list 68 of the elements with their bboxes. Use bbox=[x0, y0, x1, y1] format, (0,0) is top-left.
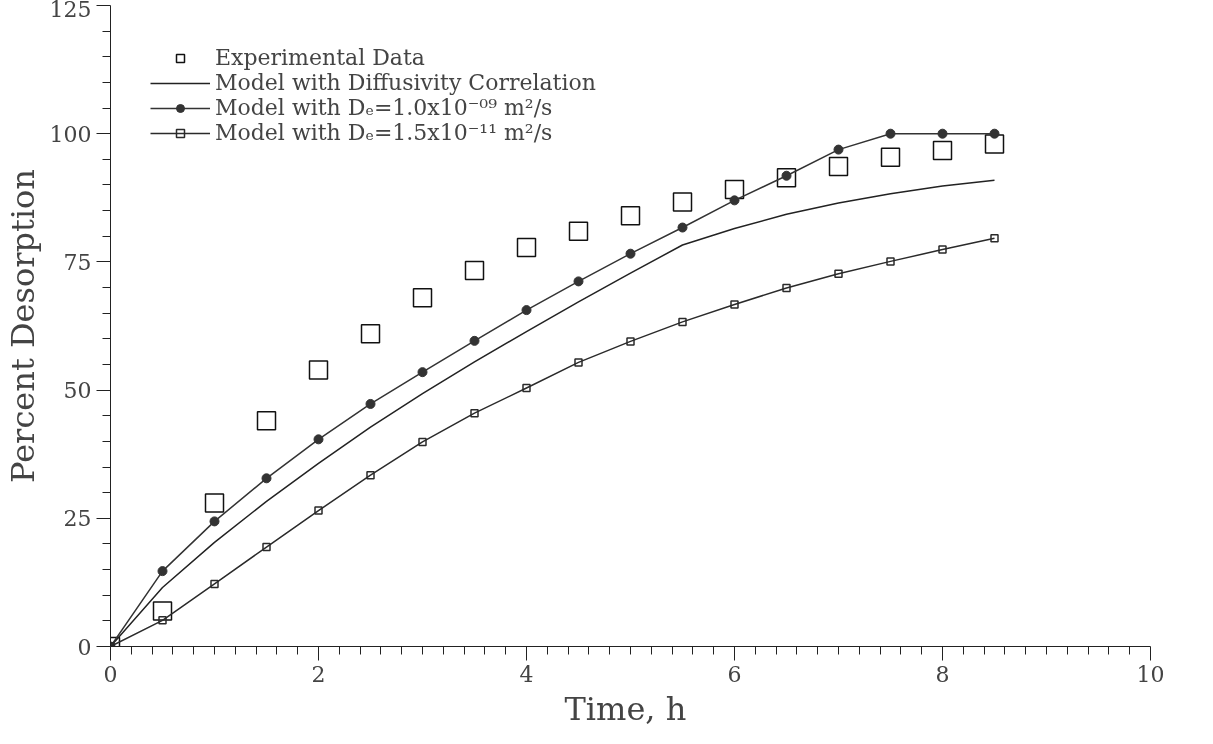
point bbox=[313, 434, 324, 445]
point bbox=[210, 579, 219, 589]
y-axis-title: Percent Desorption bbox=[3, 169, 42, 483]
point bbox=[828, 156, 849, 177]
point bbox=[209, 516, 220, 527]
point bbox=[365, 398, 376, 409]
point bbox=[516, 237, 537, 258]
point bbox=[834, 269, 843, 278]
y-tick-label: 75 bbox=[63, 249, 92, 275]
point bbox=[833, 144, 844, 155]
y-tick-label: 125 bbox=[49, 0, 92, 22]
point bbox=[574, 358, 583, 367]
point bbox=[261, 473, 272, 484]
point bbox=[469, 335, 480, 346]
point bbox=[417, 367, 428, 378]
point bbox=[677, 222, 688, 233]
point bbox=[678, 317, 687, 327]
legend-label: Model with Dₑ=1.5x10⁻¹¹ m²/s bbox=[215, 120, 553, 145]
point bbox=[360, 323, 381, 344]
point bbox=[464, 260, 485, 281]
point bbox=[470, 408, 479, 418]
point bbox=[204, 493, 225, 513]
point bbox=[776, 168, 797, 188]
point bbox=[412, 288, 433, 308]
legend-label: Experimental Data bbox=[215, 45, 425, 70]
legend-label: Model with Dₑ=1.0x10⁻⁰⁹ m²/s bbox=[215, 95, 553, 120]
point bbox=[625, 248, 636, 259]
point bbox=[620, 206, 641, 226]
point bbox=[880, 147, 901, 168]
legend-label: Model with Diffusivity Correlation bbox=[215, 70, 596, 95]
point bbox=[984, 134, 1005, 154]
x-tick-label: 0 bbox=[103, 661, 118, 687]
point bbox=[724, 179, 745, 200]
point bbox=[314, 506, 323, 515]
point bbox=[418, 437, 427, 447]
point bbox=[366, 470, 375, 480]
point bbox=[152, 601, 173, 621]
y-tick-label: 0 bbox=[77, 634, 92, 660]
x-tick-label: 6 bbox=[727, 661, 742, 687]
x-tick-label: 4 bbox=[519, 661, 534, 687]
x-tick-label: 10 bbox=[1136, 661, 1165, 687]
x-tick-label: 2 bbox=[311, 661, 326, 687]
point bbox=[886, 257, 895, 266]
point bbox=[989, 128, 1000, 139]
point bbox=[990, 234, 999, 243]
point bbox=[626, 337, 635, 346]
point bbox=[256, 411, 277, 431]
point bbox=[938, 245, 947, 254]
point bbox=[672, 192, 693, 212]
point bbox=[158, 616, 167, 625]
point bbox=[573, 276, 584, 287]
point bbox=[932, 140, 953, 161]
point bbox=[157, 566, 168, 577]
point bbox=[885, 128, 896, 139]
point bbox=[521, 305, 532, 316]
point bbox=[262, 542, 271, 552]
point bbox=[782, 283, 791, 293]
x-tick-label: 8 bbox=[935, 661, 950, 687]
y-tick-label: 25 bbox=[63, 506, 92, 532]
point bbox=[522, 383, 531, 393]
point bbox=[568, 221, 589, 241]
point bbox=[729, 195, 740, 206]
point bbox=[937, 128, 948, 139]
point bbox=[730, 300, 739, 309]
y-tick-label: 100 bbox=[49, 121, 92, 147]
point bbox=[308, 360, 329, 380]
y-tick-label: 50 bbox=[63, 378, 92, 404]
x-axis-title: Time, h bbox=[564, 689, 687, 728]
